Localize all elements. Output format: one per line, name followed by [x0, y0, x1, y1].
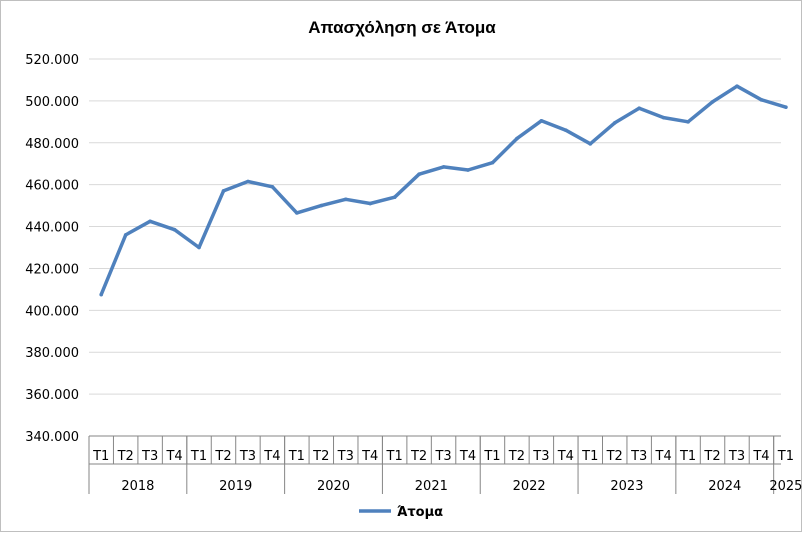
data-point — [368, 201, 373, 206]
x-tick-label: T4 — [165, 449, 182, 464]
x-tick-label: T2 — [214, 449, 231, 464]
x-tick-label: T3 — [434, 449, 451, 464]
data-point — [759, 98, 764, 102]
x-group-label: 2022 — [513, 479, 546, 494]
data-point — [246, 179, 250, 184]
x-tick-label: T4 — [655, 449, 672, 464]
data-point — [735, 84, 739, 89]
y-tick-label: 500.000 — [25, 95, 79, 110]
chart-title: Απασχόληση σε Άτομα — [308, 18, 496, 37]
data-point — [221, 189, 226, 193]
x-tick-label: T4 — [752, 449, 769, 464]
y-tick-label: 380.000 — [25, 346, 79, 361]
x-axis: T1 T2 T3 T4 T1 T2 T3 T4 T1 T2 T3 T4 T1 T2 T3 T4 T1 T2 T3 T4… — [88, 435, 802, 494]
x-tick-label: T1 — [92, 449, 109, 464]
data-point — [148, 219, 152, 224]
x-tick-label: T3 — [728, 449, 745, 464]
x-group-label: 2021 — [415, 479, 448, 494]
data-point — [612, 121, 617, 125]
x-tick-label: T1 — [288, 449, 305, 464]
data-point — [197, 245, 201, 250]
data-point — [123, 233, 128, 237]
data-point — [686, 120, 690, 124]
x-tick-label: T1 — [679, 449, 696, 464]
data-point — [441, 165, 446, 169]
y-axis-tick-labels: 340.000 360.000 380.000 400.000 420.000 440.0… — [25, 53, 79, 445]
data-point — [343, 197, 348, 202]
x-group-label: 2020 — [317, 479, 350, 494]
x-tick-label: T4 — [361, 449, 378, 464]
y-tick-label: 340.000 — [25, 430, 79, 445]
y-tick-label: 360.000 — [25, 388, 79, 403]
x-group-label: 2023 — [610, 479, 643, 494]
x-tick-label: T3 — [141, 449, 158, 464]
data-point — [784, 105, 788, 109]
x-tick-label: T1 — [483, 449, 500, 464]
y-tick-label: 420.000 — [25, 262, 79, 277]
data-point — [539, 118, 544, 123]
gridlines — [89, 58, 781, 395]
x-group-label: 2025 — [769, 479, 802, 494]
data-point — [466, 168, 470, 172]
data-point — [172, 227, 177, 232]
data-point — [392, 195, 397, 200]
legend-label: Άτομα — [397, 505, 443, 520]
data-point — [661, 115, 666, 120]
series-line — [99, 84, 788, 297]
x-tick-label: T1 — [386, 449, 403, 464]
data-point — [319, 203, 324, 208]
x-tick-label: T2 — [117, 449, 134, 464]
x-tick-label: T2 — [410, 449, 427, 464]
data-point — [99, 292, 104, 297]
data-point — [710, 100, 715, 104]
x-tick-label: T2 — [508, 449, 525, 464]
data-point — [564, 128, 568, 133]
data-point — [515, 136, 519, 141]
series-layer — [99, 84, 788, 297]
y-tick-label: 460.000 — [25, 179, 79, 194]
data-point — [417, 172, 421, 176]
x-tick-label: T1 — [190, 449, 207, 464]
x-group-label: 2018 — [121, 479, 154, 494]
y-tick-label: 440.000 — [25, 221, 79, 236]
x-tick-label: T4 — [557, 449, 574, 464]
x-tick-label: T3 — [239, 449, 256, 464]
data-point — [295, 211, 299, 215]
y-tick-label: 400.000 — [25, 304, 79, 319]
y-tick-label: 520.000 — [25, 53, 79, 68]
data-point — [588, 142, 593, 146]
x-tick-label: T1 — [777, 449, 794, 464]
x-tick-label: T3 — [532, 449, 549, 464]
x-tick-label: T3 — [630, 449, 647, 464]
legend: Άτομα — [359, 505, 443, 520]
x-tick-label: T1 — [581, 449, 598, 464]
y-tick-label: 480.000 — [25, 137, 79, 152]
x-tick-label: T4 — [263, 449, 280, 464]
x-tick-label: T2 — [312, 449, 329, 464]
x-tick-label: T2 — [606, 449, 623, 464]
data-point — [637, 106, 641, 111]
x-tick-label: T4 — [459, 449, 476, 464]
x-tick-label: T3 — [337, 449, 354, 464]
data-point — [490, 160, 495, 165]
x-group-label: 2024 — [708, 479, 741, 494]
x-group-label: 2019 — [219, 479, 252, 494]
x-tick-label: T2 — [703, 449, 720, 464]
data-point — [270, 184, 275, 189]
